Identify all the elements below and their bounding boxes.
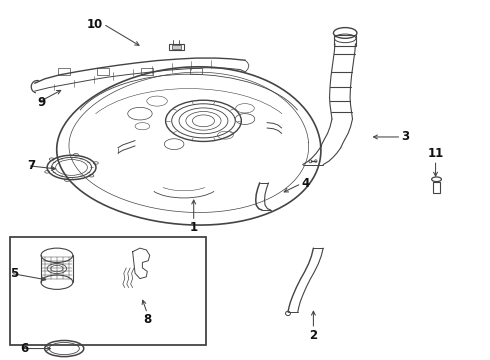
Text: 4: 4	[301, 177, 310, 190]
Bar	[58, 68, 70, 75]
Bar	[10, 237, 206, 345]
Text: 8: 8	[143, 314, 151, 327]
Text: 9: 9	[37, 96, 46, 109]
Text: 5: 5	[10, 267, 19, 280]
Bar	[190, 68, 202, 75]
Bar	[433, 182, 441, 193]
Bar	[172, 45, 180, 49]
Bar	[98, 68, 109, 75]
Bar	[142, 68, 153, 75]
Text: 10: 10	[87, 18, 103, 31]
Text: 3: 3	[401, 130, 410, 144]
Bar	[169, 44, 184, 50]
Text: 7: 7	[27, 159, 36, 172]
Text: 6: 6	[20, 342, 28, 355]
Text: 2: 2	[309, 329, 318, 342]
Bar	[334, 35, 356, 45]
Text: 11: 11	[427, 147, 443, 160]
Text: 1: 1	[190, 221, 198, 234]
